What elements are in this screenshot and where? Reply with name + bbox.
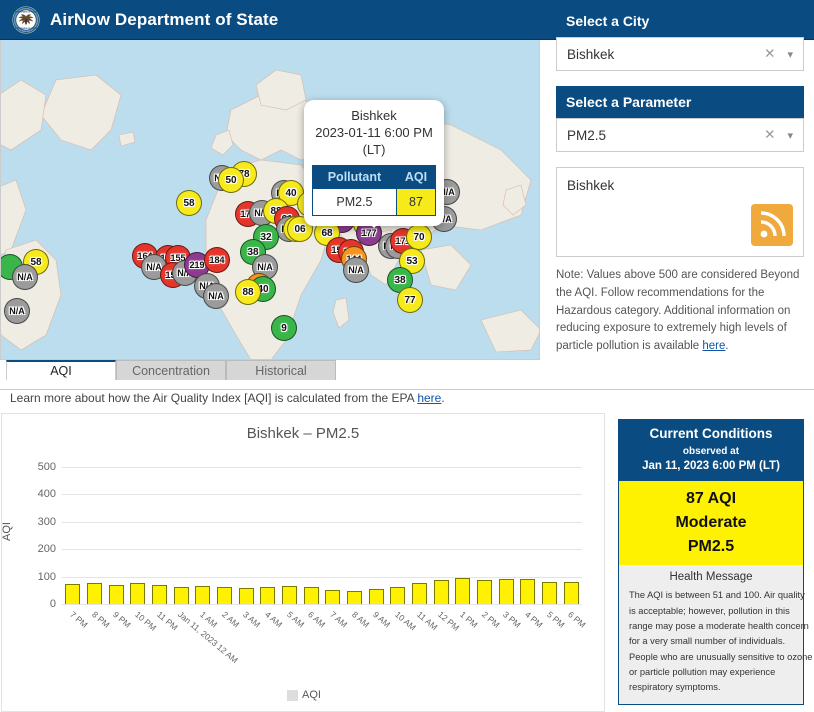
svg-text:DEPARTMENT OF STATE: DEPARTMENT OF STATE xyxy=(15,10,37,13)
svg-text:UNITED STATES OF AMERICA: UNITED STATES OF AMERICA xyxy=(13,26,40,29)
